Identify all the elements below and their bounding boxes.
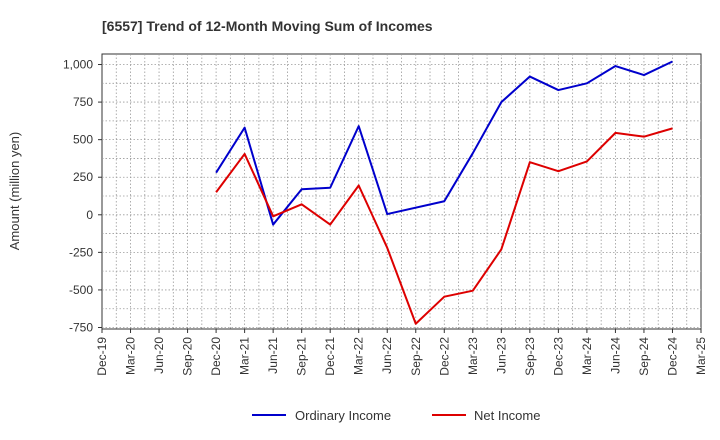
legend: Ordinary Income Net Income bbox=[252, 408, 540, 423]
x-tick-label: Dec-23 bbox=[551, 337, 565, 376]
x-axis-ticks: Dec-19 Mar-20 Jun-20 Sep-20 Dec-20 Mar-21 Jun-… bbox=[95, 329, 708, 376]
x-tick-label: Sep-23 bbox=[523, 337, 537, 376]
x-tick-label: Dec-19 bbox=[95, 337, 109, 376]
grid-lines bbox=[102, 54, 701, 329]
x-tick-label: Mar-22 bbox=[352, 337, 366, 375]
y-tick-label: 1,000 bbox=[63, 58, 93, 72]
y-tick-label: 750 bbox=[73, 95, 93, 109]
y-tick-label: -250 bbox=[69, 245, 93, 259]
x-tick-label: Mar-20 bbox=[124, 337, 138, 375]
y-tick-label: 250 bbox=[73, 170, 93, 184]
x-tick-label: Mar-24 bbox=[580, 337, 594, 375]
y-tick-label: -750 bbox=[69, 320, 93, 334]
chart-title: [6557] Trend of 12-Month Moving Sum of I… bbox=[102, 18, 433, 34]
series-line-net-income bbox=[215, 127, 673, 325]
x-tick-label: Dec-22 bbox=[437, 337, 451, 376]
y-tick-label: -500 bbox=[69, 283, 93, 297]
y-tick-label: 0 bbox=[86, 208, 93, 222]
y-axis-ticks: -750 -500 -250 0 250 500 750 1,000 bbox=[63, 58, 102, 334]
legend-label-net-income: Net Income bbox=[474, 408, 540, 423]
x-tick-label: Jun-24 bbox=[608, 337, 622, 374]
x-tick-label: Jun-21 bbox=[266, 337, 280, 374]
x-tick-label: Dec-21 bbox=[323, 337, 337, 376]
x-tick-label: Sep-21 bbox=[295, 337, 309, 376]
x-tick-label: Sep-22 bbox=[409, 337, 423, 376]
x-tick-label: Sep-20 bbox=[181, 337, 195, 376]
x-tick-label: Mar-23 bbox=[466, 337, 480, 375]
x-tick-label: Jun-20 bbox=[152, 337, 166, 374]
y-tick-label: 500 bbox=[73, 133, 93, 147]
x-tick-label: Jun-23 bbox=[494, 337, 508, 374]
x-tick-label: Sep-24 bbox=[637, 337, 651, 376]
x-tick-label: Mar-25 bbox=[694, 337, 708, 375]
series-line-ordinary-income bbox=[215, 60, 673, 226]
x-tick-label: Jun-22 bbox=[380, 337, 394, 374]
legend-label-ordinary-income: Ordinary Income bbox=[295, 408, 391, 423]
x-tick-label: Mar-21 bbox=[238, 337, 252, 375]
series-lines bbox=[215, 60, 673, 325]
y-axis-label: Amount (million yen) bbox=[7, 132, 22, 251]
x-tick-label: Dec-20 bbox=[209, 337, 223, 376]
x-tick-label: Dec-24 bbox=[665, 337, 679, 376]
